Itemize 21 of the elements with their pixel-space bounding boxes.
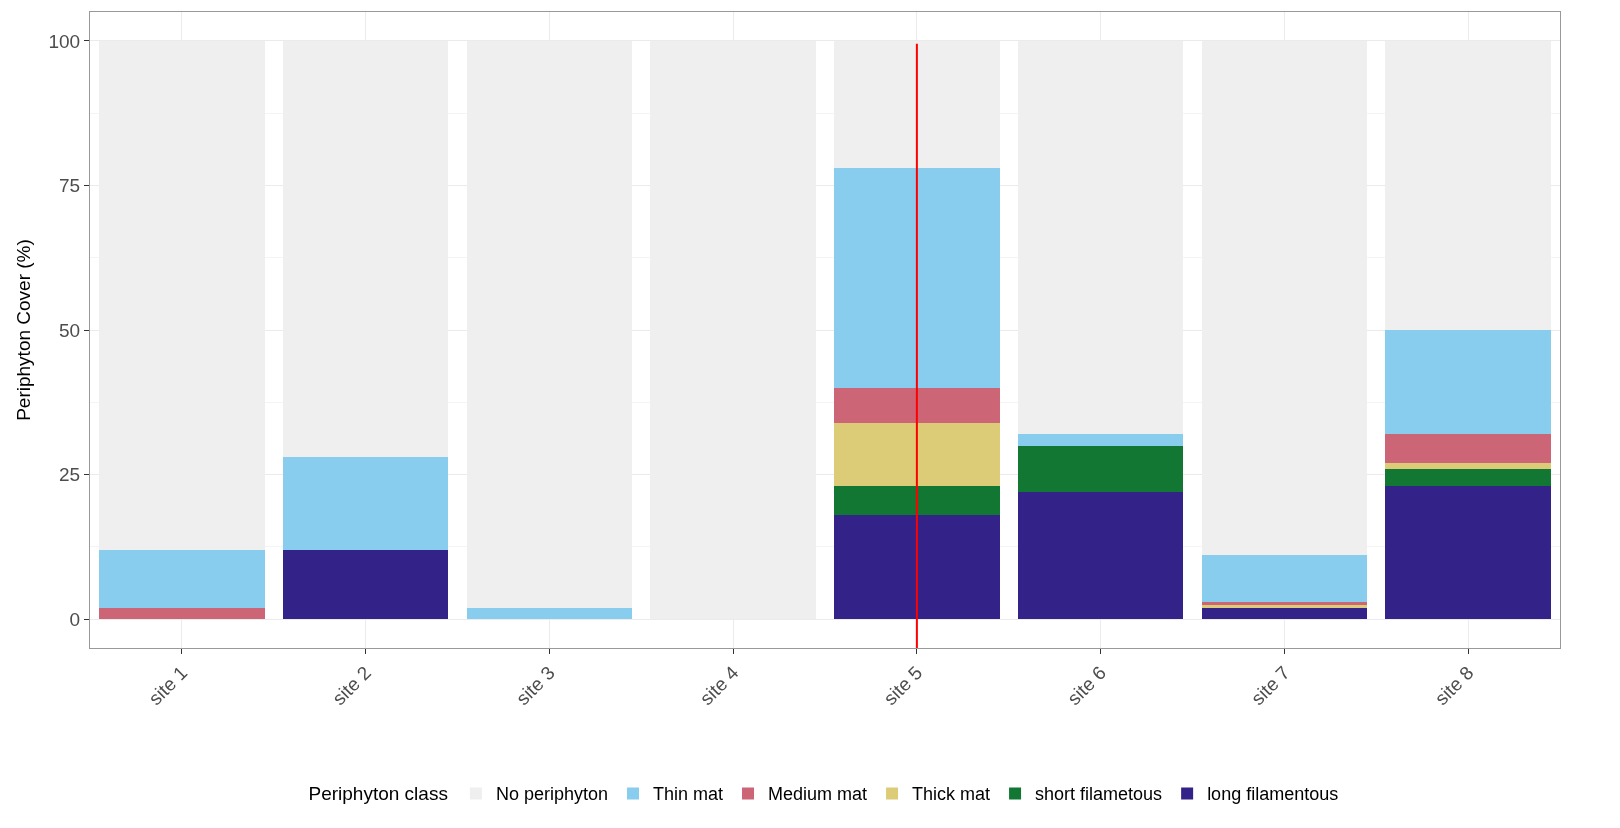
x-tick-label: site 7 xyxy=(1246,662,1294,709)
y-tick-label: 0 xyxy=(69,608,81,630)
x-tick-label: site 6 xyxy=(1063,662,1111,709)
y-axis-title: Periphyton Cover (%) xyxy=(13,239,35,421)
legend-label: short filametous xyxy=(1035,784,1163,805)
x-tick-label: site 2 xyxy=(328,662,376,709)
y-tick-label: 100 xyxy=(48,30,81,52)
legend-label: No periphyton xyxy=(495,784,608,805)
x-tick-label: site 4 xyxy=(695,661,743,709)
legend-title: Periphyton class xyxy=(308,782,448,804)
x-tick-label: site 1 xyxy=(144,662,192,709)
x-tick-label: site 3 xyxy=(511,662,559,709)
legend-label: Thin mat xyxy=(652,784,724,805)
x-tick-label: site 8 xyxy=(1430,662,1478,709)
y-tick-label: 25 xyxy=(59,464,81,486)
y-tick-label: 75 xyxy=(59,175,81,197)
x-tick-label: site 5 xyxy=(879,662,927,709)
legend-label: long filamentous xyxy=(1207,784,1339,805)
legend-label: Medium mat xyxy=(768,784,868,805)
y-tick-label: 50 xyxy=(59,319,81,341)
legend-label: Thick mat xyxy=(912,784,991,805)
